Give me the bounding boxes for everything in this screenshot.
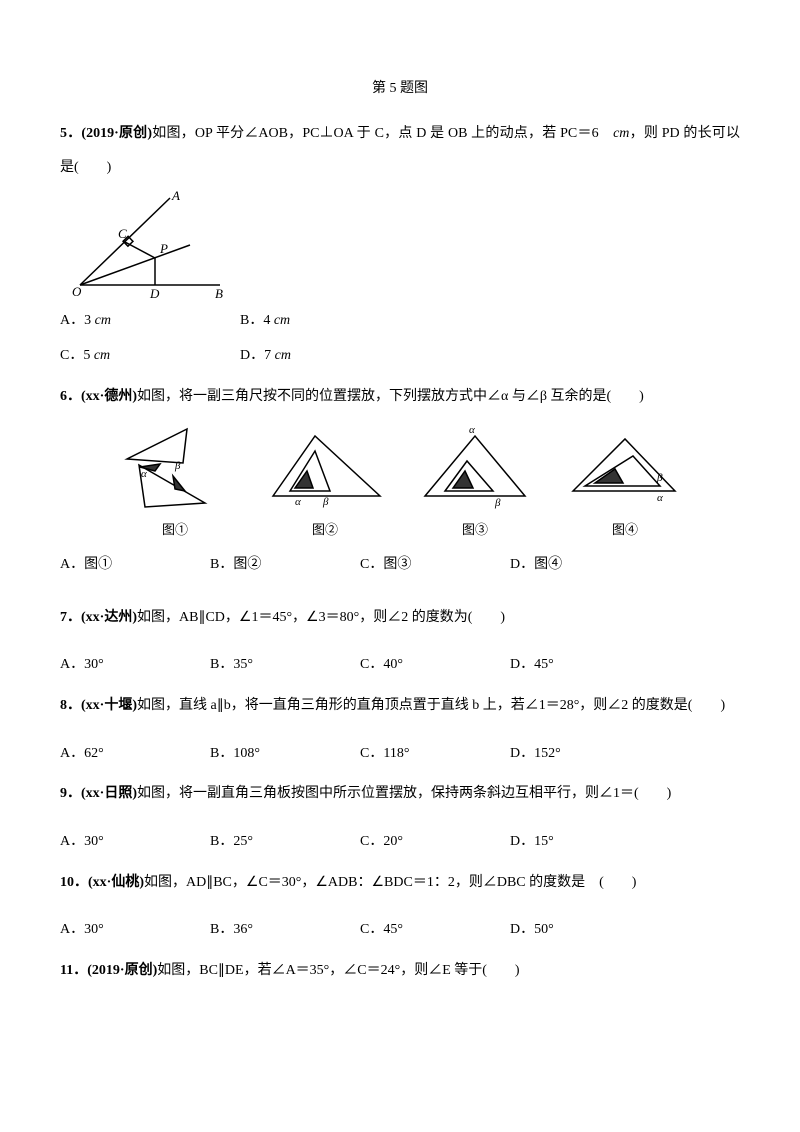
q9-source: (xx·日照) <box>81 786 137 801</box>
q6-fig2: α β <box>265 421 385 516</box>
q8-optC: C．118° <box>360 739 510 770</box>
q9-options: A．30° B．25° C．20° D．15° <box>60 827 740 858</box>
q6-optD: D．图④ <box>510 550 660 581</box>
figure-caption: 第 5 题图 <box>60 78 740 99</box>
q7-number: 7． <box>60 610 81 625</box>
q6-figures: α β α β <box>60 421 740 516</box>
q6-fig-label-4: 图④ <box>565 520 685 540</box>
q5-number: 5． <box>60 126 81 141</box>
svg-text:β: β <box>174 460 181 472</box>
q6-fig3: α β <box>415 421 535 516</box>
q5-optA: A．3 cm <box>60 306 240 337</box>
q5-optC: C．5 cm <box>60 341 240 372</box>
q9-optA: A．30° <box>60 827 210 858</box>
question-6-text: 6．(xx·德州)如图，将一副三角尺按不同的位置摆放，下列摆放方式中∠α 与∠β… <box>60 380 740 414</box>
q8-number: 8． <box>60 698 81 713</box>
svg-text:A: A <box>171 190 180 203</box>
q7-source: (xx·达州) <box>81 610 137 625</box>
q6-fig-label-3: 图③ <box>415 520 535 540</box>
question-7-text: 7．(xx·达州)如图，AB∥CD，∠1＝45°，∠3＝80°，则∠2 的度数为… <box>60 601 740 635</box>
question-10-text: 10．(xx·仙桃)如图，AD∥BC，∠C＝30°，∠ADB：∠BDC＝1：2，… <box>60 866 740 900</box>
q8-options: A．62° B．108° C．118° D．152° <box>60 739 740 770</box>
q7-options: A．30° B．35° C．40° D．45° <box>60 650 740 681</box>
question-7: 7．(xx·达州)如图，AB∥CD，∠1＝45°，∠3＝80°，则∠2 的度数为… <box>60 601 740 681</box>
q11-body: 如图，BC∥DE，若∠A＝35°，∠C＝24°，则∠E 等于( ) <box>157 963 519 978</box>
question-8: 8．(xx·十堰)如图，直线 a∥b，将一直角三角形的直角顶点置于直线 b 上，… <box>60 689 740 769</box>
q10-source: (xx·仙桃) <box>88 875 144 890</box>
q8-optD: D．152° <box>510 739 660 770</box>
q10-number: 10． <box>60 875 88 890</box>
svg-text:β: β <box>656 472 663 484</box>
q5-optD: D．7 cm <box>240 341 420 372</box>
q6-fig-label-2: 图② <box>265 520 385 540</box>
q6-source: (xx·德州) <box>81 389 137 404</box>
q6-fig-label-1: 图① <box>115 520 235 540</box>
q6-optA: A．图① <box>60 550 210 581</box>
q7-optC: C．40° <box>360 650 510 681</box>
q9-optC: C．20° <box>360 827 510 858</box>
svg-text:α: α <box>469 424 475 436</box>
q5-text1: 如图，OP 平分∠AOB，PC⊥OA 于 C，点 D 是 OB 上的动点，若 P… <box>152 126 613 141</box>
question-9-text: 9．(xx·日照)如图，将一副直角三角板按图中所示位置摆放，保持两条斜边互相平行… <box>60 777 740 811</box>
q5-diagram: A C P O D B <box>60 190 230 300</box>
q7-optA: A．30° <box>60 650 210 681</box>
question-11: 11．(2019·原创)如图，BC∥DE，若∠A＝35°，∠C＝24°，则∠E … <box>60 954 740 988</box>
q5-unit: cm <box>613 126 629 141</box>
svg-text:α: α <box>141 468 147 480</box>
q11-number: 11． <box>60 963 87 978</box>
q5-options-row2: C．5 cm D．7 cm <box>60 341 740 372</box>
question-9: 9．(xx·日照)如图，将一副直角三角板按图中所示位置摆放，保持两条斜边互相平行… <box>60 777 740 857</box>
svg-text:O: O <box>72 284 82 299</box>
q6-figure-labels: 图① 图② 图③ 图④ <box>60 520 740 540</box>
svg-text:α: α <box>657 492 663 504</box>
q9-optD: D．15° <box>510 827 660 858</box>
q10-optD: D．50° <box>510 915 660 946</box>
question-5: 5．(2019·原创)如图，OP 平分∠AOB，PC⊥OA 于 C，点 D 是 … <box>60 117 740 372</box>
q7-body: 如图，AB∥CD，∠1＝45°，∠3＝80°，则∠2 的度数为( ) <box>137 610 505 625</box>
q5-options-row1: A．3 cm B．4 cm <box>60 306 740 337</box>
question-10: 10．(xx·仙桃)如图，AD∥BC，∠C＝30°，∠ADB：∠BDC＝1：2，… <box>60 866 740 946</box>
q10-optC: C．45° <box>360 915 510 946</box>
question-8-text: 8．(xx·十堰)如图，直线 a∥b，将一直角三角形的直角顶点置于直线 b 上，… <box>60 689 740 723</box>
q6-fig4: β α <box>565 421 685 516</box>
q5-source: (2019·原创) <box>81 126 152 141</box>
svg-text:β: β <box>494 497 501 509</box>
svg-text:P: P <box>159 241 168 256</box>
question-11-text: 11．(2019·原创)如图，BC∥DE，若∠A＝35°，∠C＝24°，则∠E … <box>60 954 740 988</box>
svg-text:β: β <box>322 496 329 508</box>
q10-optB: B．36° <box>210 915 360 946</box>
q9-body: 如图，将一副直角三角板按图中所示位置摆放，保持两条斜边互相平行，则∠1＝( ) <box>137 786 671 801</box>
q6-options: A．图① B．图② C．图③ D．图④ <box>60 550 740 581</box>
svg-text:B: B <box>215 286 223 300</box>
q6-fig1: α β <box>115 421 235 516</box>
q5-figure: A C P O D B <box>60 190 740 300</box>
q7-optD: D．45° <box>510 650 660 681</box>
q8-body: 如图，直线 a∥b，将一直角三角形的直角顶点置于直线 b 上，若∠1＝28°，则… <box>137 698 725 713</box>
q9-optB: B．25° <box>210 827 360 858</box>
q6-number: 6． <box>60 389 81 404</box>
q5-optB: B．4 cm <box>240 306 420 337</box>
svg-text:C: C <box>118 226 127 241</box>
q10-body: 如图，AD∥BC，∠C＝30°，∠ADB：∠BDC＝1：2，则∠DBC 的度数是… <box>144 875 636 890</box>
q6-optB: B．图② <box>210 550 360 581</box>
q8-optB: B．108° <box>210 739 360 770</box>
q11-source: (2019·原创) <box>87 963 157 978</box>
question-6: 6．(xx·德州)如图，将一副三角尺按不同的位置摆放，下列摆放方式中∠α 与∠β… <box>60 380 740 581</box>
q9-number: 9． <box>60 786 81 801</box>
svg-text:α: α <box>295 496 301 508</box>
q10-optA: A．30° <box>60 915 210 946</box>
q6-body: 如图，将一副三角尺按不同的位置摆放，下列摆放方式中∠α 与∠β 互余的是( ) <box>137 389 644 404</box>
question-5-text: 5．(2019·原创)如图，OP 平分∠AOB，PC⊥OA 于 C，点 D 是 … <box>60 117 740 184</box>
q10-options: A．30° B．36° C．45° D．50° <box>60 915 740 946</box>
q7-optB: B．35° <box>210 650 360 681</box>
q8-source: (xx·十堰) <box>81 698 137 713</box>
q8-optA: A．62° <box>60 739 210 770</box>
q6-optC: C．图③ <box>360 550 510 581</box>
svg-text:D: D <box>149 286 160 300</box>
